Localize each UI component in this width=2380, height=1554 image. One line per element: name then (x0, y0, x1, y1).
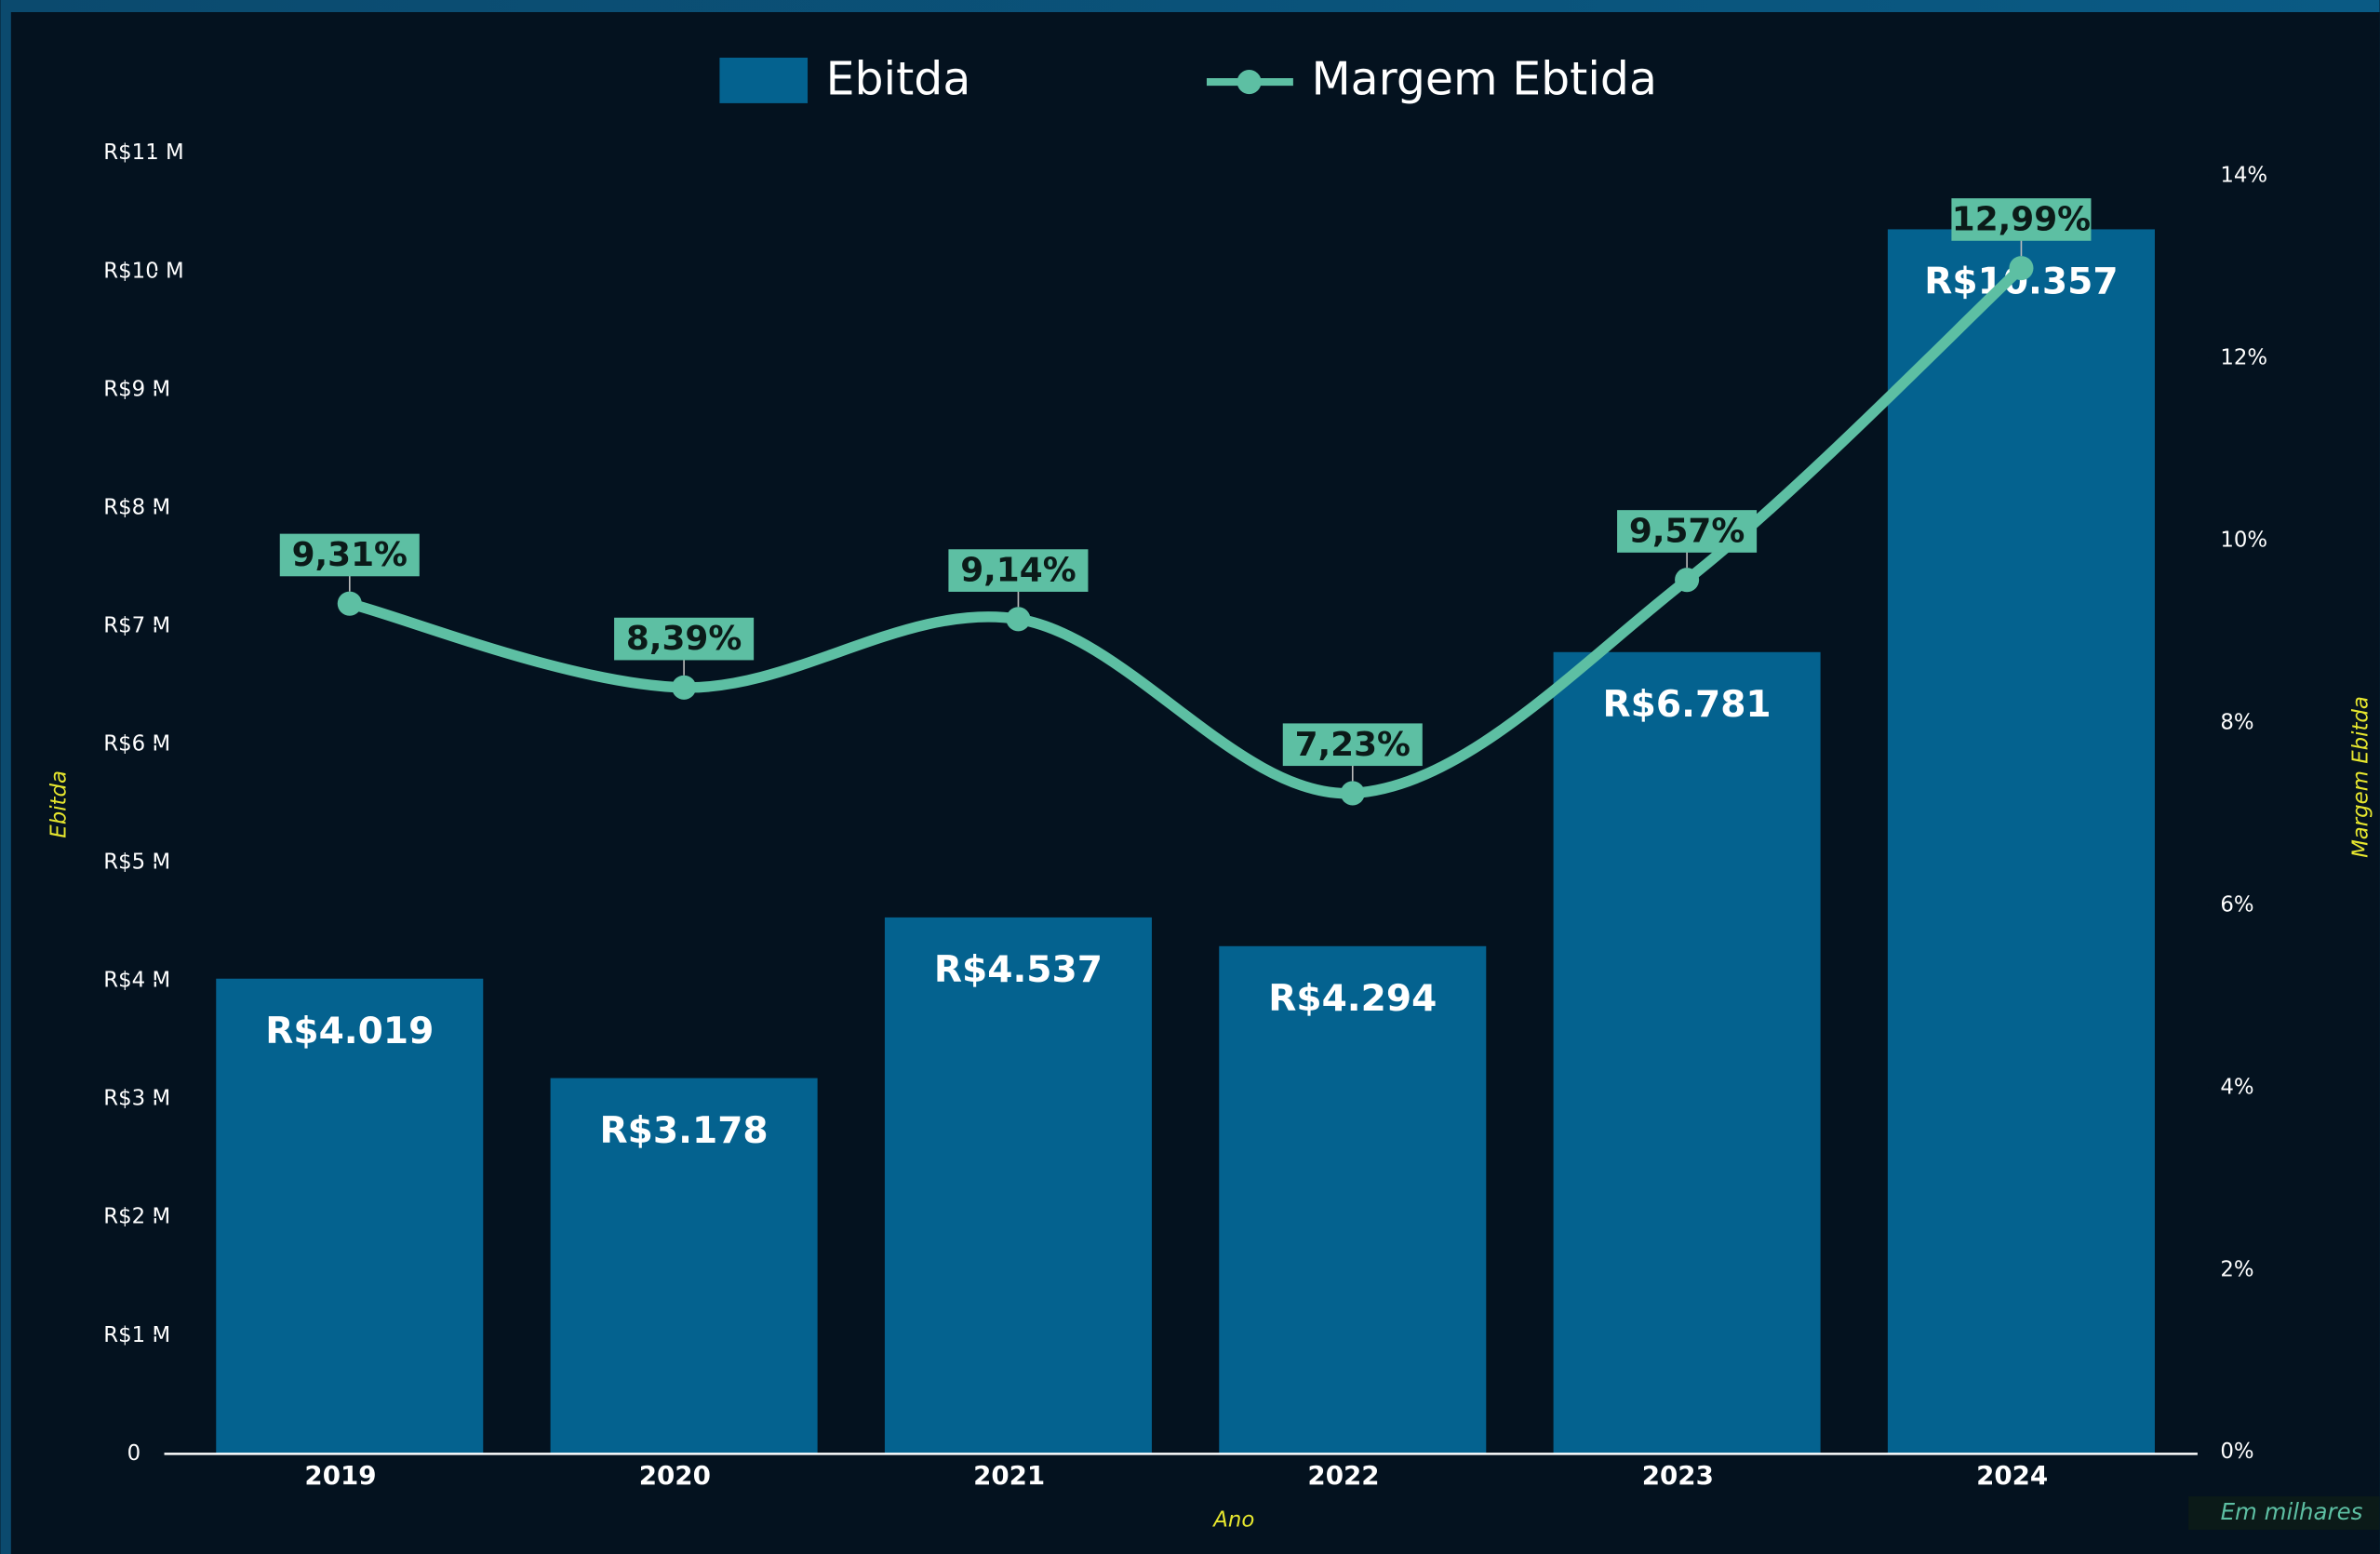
y2-tick-label: 6% (2220, 892, 2253, 917)
bar (1553, 651, 1821, 1454)
y-tick-label: R$9 M (103, 377, 170, 401)
legend-swatch (719, 57, 809, 103)
value-label-box (948, 549, 1089, 592)
x-tick-label: 2024 (1976, 1460, 2048, 1491)
x-tick-label: 2019 (304, 1460, 376, 1491)
y-tick-label: R$5 M (103, 851, 170, 875)
bar (884, 917, 1152, 1454)
y-tick-label: R$1 M (103, 1323, 170, 1347)
x-axis-title: Ano (1211, 1508, 1254, 1533)
y-tick-label: R$6 M (103, 732, 170, 757)
line-point (1675, 568, 1700, 593)
x-tick-label: 2020 (639, 1460, 711, 1491)
annotation: Em milhares (2221, 1498, 2363, 1525)
value-label-box (279, 533, 420, 577)
line-value-label: 8,39% (626, 620, 742, 658)
annotation-box (2188, 1496, 2380, 1530)
line-point (2009, 256, 2034, 281)
y-tick-label: R$2 M (103, 1205, 170, 1229)
bar (550, 1078, 818, 1454)
y2-axis-title: Margem Ebitda (2349, 696, 2373, 858)
bar-value-label: R$3.178 (600, 1110, 769, 1152)
y-tick-label: R$7 M (103, 613, 170, 637)
bar-value-label: R$4.294 (1268, 978, 1437, 1020)
y2-tick-label: 14% (2220, 164, 2267, 188)
y-tick-label: R$8 M (103, 495, 170, 519)
legend-label: Ebitda (826, 53, 971, 106)
line-point (672, 675, 697, 700)
legend-dot (1237, 70, 1262, 95)
y2-tick-label: 12% (2220, 346, 2267, 370)
x-tick-label: 2023 (1642, 1460, 1714, 1491)
bar-value-label: R$6.781 (1603, 684, 1772, 726)
bar (1219, 945, 1487, 1454)
y-tick-label: 0 (127, 1441, 141, 1466)
line-point (1340, 781, 1365, 806)
y2-tick-label: 2% (2220, 1257, 2253, 1281)
value-label-box (614, 617, 755, 661)
value-label-box (1617, 510, 1758, 553)
y-axis-title: Ebitda (47, 770, 72, 838)
line-value-label: 7,23% (1295, 726, 1411, 764)
line-value-label: 12,99% (1952, 201, 2091, 239)
line-value-label: 9,31% (292, 536, 408, 574)
legend-label: Margem Ebtida (1311, 53, 1656, 106)
y2-tick-label: 4% (2220, 1075, 2253, 1099)
y-tick-label: R$3 M (103, 1087, 170, 1111)
line-value-label: 9,14% (960, 552, 1076, 590)
y2-tick-label: 8% (2220, 710, 2253, 734)
y-tick-label: R$10 M (103, 259, 183, 283)
y2-tick-label: 0% (2220, 1440, 2253, 1464)
line-value-label: 9,57% (1629, 513, 1745, 551)
line (344, 262, 2027, 799)
y2-tick-label: 10% (2220, 529, 2267, 553)
line-point (337, 591, 362, 616)
bar (216, 978, 484, 1454)
bar (1887, 229, 2155, 1454)
bar-value-label: R$4.019 (265, 1011, 434, 1052)
y-tick-label: R$4 M (103, 969, 170, 993)
bar-value-label: R$4.537 (934, 949, 1103, 991)
value-label-box (1282, 723, 1423, 767)
y-tick-label: R$11 M (103, 141, 183, 165)
value-label-box (1951, 198, 2092, 241)
x-tick-label: 2022 (1307, 1460, 1379, 1491)
x-tick-label: 2021 (973, 1460, 1045, 1491)
line-point (1006, 607, 1031, 632)
